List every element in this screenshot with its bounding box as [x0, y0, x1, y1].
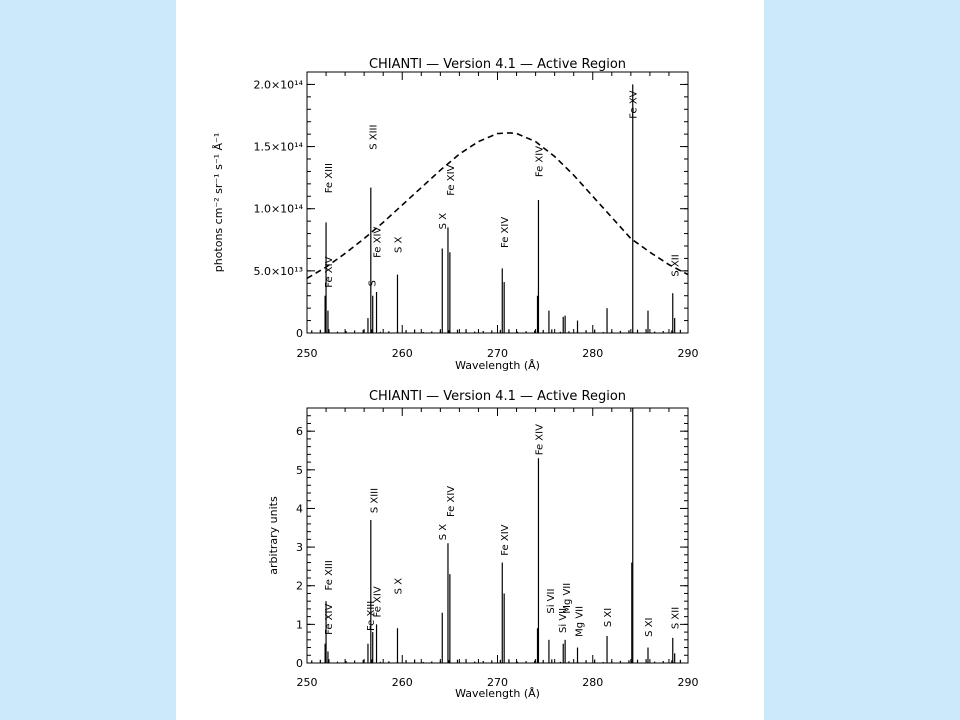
y-axis-label: photons cm⁻² sr⁻¹ s⁻¹ Å⁻¹ — [212, 133, 225, 273]
y-axis-label: arbitrary units — [267, 496, 280, 575]
ion-label: Fe XIV — [500, 524, 511, 555]
y-tick-label: 3 — [296, 541, 303, 554]
ion-label: Fe XIII — [366, 601, 377, 631]
x-tick-label: 250 — [297, 676, 318, 689]
chart-title: CHIANTI — Version 4.1 — Active Region — [369, 57, 626, 72]
ion-label: S XI — [603, 608, 614, 627]
ion-label: Mg VII — [562, 583, 573, 614]
ion-label: Fe XIV — [446, 486, 457, 517]
x-tick-label: 260 — [392, 676, 413, 689]
y-tick-label: 6 — [296, 425, 303, 438]
y-tick-label: 5 — [296, 464, 303, 477]
ion-label: S X — [393, 236, 404, 253]
x-tick-label: 280 — [582, 676, 603, 689]
x-tick-label: 290 — [678, 347, 699, 360]
ion-label: S X — [438, 524, 449, 541]
ion-label: Fe XIV — [446, 164, 457, 195]
ion-label: Fe XIV — [500, 217, 511, 248]
ion-label: S — [368, 280, 379, 286]
plot-frame — [306, 407, 689, 664]
y-tick-label: 1 — [296, 618, 303, 631]
chart-1: CHIANTI — Version 4.1 — Active Region 250… — [212, 57, 699, 372]
x-tick-label: 270 — [487, 676, 508, 689]
x-tick-label: 280 — [582, 347, 603, 360]
ion-label: S XIII — [369, 125, 380, 150]
ion-label: S X — [438, 213, 449, 230]
ion-label: Fe XIV — [324, 256, 335, 287]
x-axis-label: Wavelength (Å) — [455, 687, 540, 700]
ion-label: S XII — [671, 607, 682, 629]
y-tick-label: 2 — [296, 580, 303, 593]
ion-label: Fe XIV — [324, 604, 335, 635]
x-tick-label: 250 — [297, 347, 318, 360]
x-tick-label: 290 — [678, 676, 699, 689]
ion-label: Fe XIII — [324, 163, 335, 193]
x-axis-label: Wavelength (Å) — [455, 359, 540, 372]
y-tick-label: 4 — [296, 502, 303, 515]
ion-label: Fe XIV — [534, 146, 545, 177]
ion-label: S XII — [671, 254, 682, 276]
ion-label: S XIII — [370, 488, 381, 513]
ion-label: Fe XIII — [324, 560, 335, 590]
y-tick-label: 0 — [296, 657, 303, 670]
ion-label: Mg VII — [574, 606, 585, 637]
y-tick-label: 0 — [296, 327, 303, 340]
y-tick-label: 2.0×10¹⁴ — [253, 78, 303, 91]
ion-label: Fe XIV — [372, 227, 383, 258]
ion-label: S X — [393, 578, 404, 595]
figure-panel — [176, 0, 764, 720]
y-tick-label: 1.0×10¹⁴ — [253, 203, 303, 216]
chart-title: CHIANTI — Version 4.1 — Active Region — [369, 389, 626, 404]
x-tick-label: 270 — [487, 347, 508, 360]
chart-2: CHIANTI — Version 4.1 — Active Region250… — [267, 389, 699, 700]
ion-label: Fe XIV — [534, 424, 545, 455]
ion-label: Si VII — [558, 608, 569, 633]
ion-label: S XI — [644, 617, 655, 636]
ion-label: Si VII — [546, 589, 557, 614]
ion-label: Fe XIV — [372, 586, 383, 617]
response-curve — [306, 132, 689, 280]
y-tick-label: 1.5×10¹⁴ — [253, 141, 303, 154]
x-tick-label: 260 — [392, 347, 413, 360]
ion-label: Fe XV — [629, 90, 640, 118]
y-tick-label: 5.0×10¹³ — [253, 265, 303, 278]
